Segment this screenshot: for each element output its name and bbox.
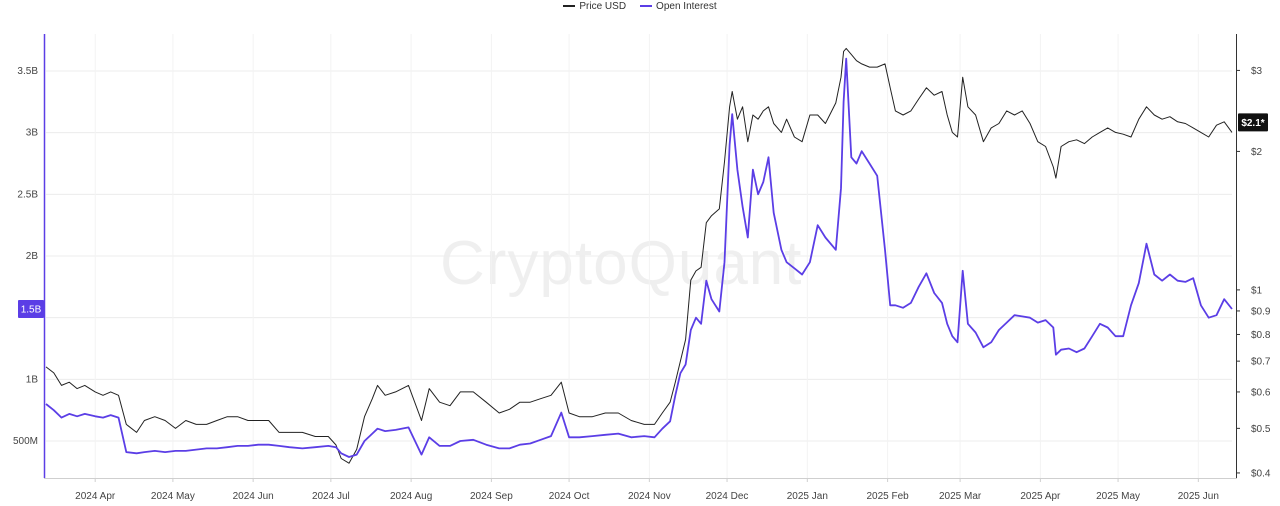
- y-left-tick-label: 500M: [13, 436, 38, 447]
- series-line-open-interest: [45, 57, 1233, 458]
- series-line-price: [45, 47, 1233, 464]
- y-right-tick-label: $0.7: [1251, 357, 1271, 368]
- x-tick-label: 2025 Jan: [787, 491, 828, 502]
- y-right-current-marker-label: $2.1*: [1241, 118, 1264, 129]
- y-right-tick-label: $0.5: [1251, 424, 1271, 435]
- y-left-tick-label: 3.5B: [17, 66, 38, 77]
- x-tick-label: 2025 Apr: [1020, 491, 1061, 502]
- chart-legend: Price USD Open Interest: [0, 0, 1280, 12]
- x-tick-label: 2024 Jul: [312, 491, 350, 502]
- legend-item-open-interest[interactable]: Open Interest: [640, 1, 717, 12]
- x-tick-label: 2024 Nov: [628, 491, 671, 502]
- legend-swatch-open-interest: [640, 5, 653, 7]
- y-right-tick-label: $3: [1251, 66, 1263, 77]
- x-tick-label: 2024 Apr: [75, 491, 116, 502]
- legend-label-open-interest: Open Interest: [656, 0, 717, 12]
- y-right-tick-label: $0.4: [1251, 468, 1271, 479]
- x-tick-label: 2024 Dec: [706, 491, 749, 502]
- legend-swatch-price: [563, 5, 576, 7]
- y-right-current-marker: [1238, 113, 1268, 132]
- y-left-current-marker-label: 1.5B: [21, 305, 42, 316]
- y-right-tick-label: $0.8: [1251, 330, 1271, 341]
- x-tick-label: 2024 Sep: [470, 491, 513, 502]
- x-tick-label: 2025 Mar: [939, 491, 982, 502]
- y-right-tick-label: $0.6: [1251, 387, 1271, 398]
- y-left-tick-label: 2B: [26, 251, 39, 262]
- x-tick-label: 2024 Jun: [233, 491, 274, 502]
- y-left-tick-label: 2.5B: [17, 189, 38, 200]
- x-tick-label: 2024 May: [151, 491, 195, 502]
- y-right-tick-label: $1: [1251, 285, 1263, 296]
- y-left-tick-label: 3B: [26, 128, 39, 139]
- y-right-tick-label: $2: [1251, 147, 1263, 158]
- x-tick-label: 2024 Aug: [390, 491, 432, 502]
- watermark-logo: CryptoQuant: [440, 229, 803, 298]
- legend-label-price: Price USD: [579, 0, 627, 12]
- y-left-tick-label: 1B: [26, 374, 39, 385]
- x-tick-label: 2024 Oct: [549, 491, 590, 502]
- x-tick-label: 2025 Feb: [866, 491, 909, 502]
- x-tick-label: 2025 May: [1096, 491, 1140, 502]
- legend-item-price[interactable]: Price USD: [563, 1, 626, 12]
- y-left-current-marker: [18, 300, 44, 319]
- x-tick-label: 2025 Jun: [1178, 491, 1219, 502]
- y-right-tick-label: $0.9: [1251, 306, 1271, 317]
